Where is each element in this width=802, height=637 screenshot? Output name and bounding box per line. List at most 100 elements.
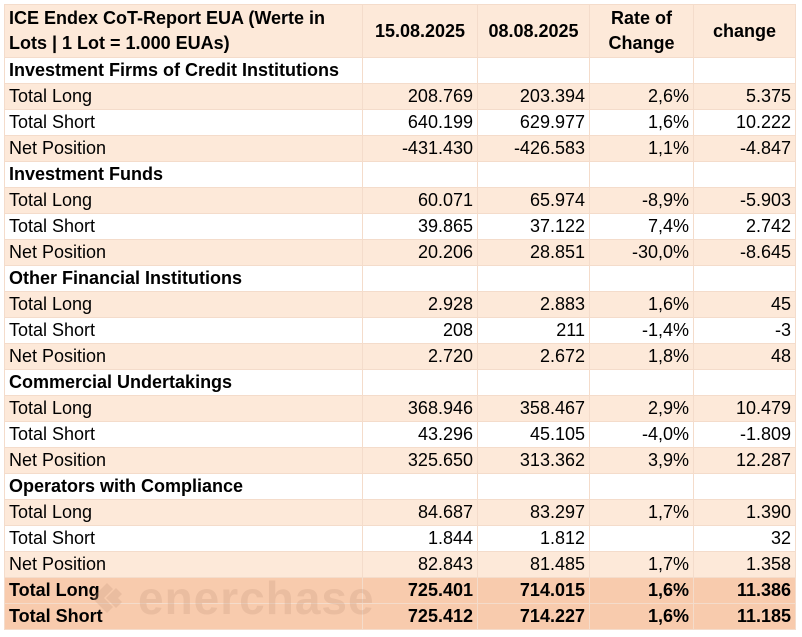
value-date1: 208.769 [362, 83, 478, 110]
empty-cell [589, 369, 694, 396]
value-date2: 203.394 [477, 83, 590, 110]
value-date1: 640.199 [362, 109, 478, 136]
empty-cell [589, 57, 694, 84]
rate-of-change: 2,6% [589, 83, 694, 110]
empty-cell [477, 57, 590, 84]
rate-of-change: 1,7% [589, 551, 694, 578]
value-date2: 65.974 [477, 187, 590, 214]
group-header-row: Commercial Undertakings [4, 369, 796, 396]
row-label: Total Short [4, 317, 363, 344]
empty-cell [693, 57, 796, 84]
group-header-row: Investment Funds [4, 161, 796, 188]
empty-cell [362, 57, 478, 84]
row-label: Total Short [4, 421, 363, 448]
rate-of-change: 1,8% [589, 343, 694, 370]
table-row: Total Long 60.071 65.974 -8,9% -5.903 [4, 187, 796, 214]
empty-cell [693, 161, 796, 188]
empty-cell [693, 369, 796, 396]
total-change: 11.386 [693, 577, 796, 604]
empty-cell [362, 265, 478, 292]
table-row: Total Long 368.946 358.467 2,9% 10.479 [4, 395, 796, 422]
change-value: 1.358 [693, 551, 796, 578]
value-date1: 43.296 [362, 421, 478, 448]
value-date1: 20.206 [362, 239, 478, 266]
group-name: Other Financial Institutions [4, 265, 363, 292]
row-label: Total Long [4, 499, 363, 526]
value-date2: 2.883 [477, 291, 590, 318]
empty-cell [693, 473, 796, 500]
empty-cell [589, 473, 694, 500]
rate-of-change: 1,6% [589, 109, 694, 136]
table-header: ICE Endex CoT-Report EUA (Werte in Lots … [4, 4, 796, 58]
table-row: Total Short 208 211 -1,4% -3 [4, 317, 796, 344]
value-date2: 358.467 [477, 395, 590, 422]
empty-cell [477, 369, 590, 396]
value-date2: 37.122 [477, 213, 590, 240]
value-date1: 2.720 [362, 343, 478, 370]
change-value: 10.479 [693, 395, 796, 422]
group-header-row: Other Financial Institutions [4, 265, 796, 292]
group-header-row: Operators with Compliance [4, 473, 796, 500]
rate-of-change: -1,4% [589, 317, 694, 344]
group-name: Investment Funds [4, 161, 363, 188]
group-name: Operators with Compliance [4, 473, 363, 500]
table-row: Net Position -431.430 -426.583 1,1% -4.847 [4, 135, 796, 162]
value-date2: 45.105 [477, 421, 590, 448]
row-label: Net Position [4, 447, 363, 474]
total-date1: 725.412 [362, 603, 478, 630]
total-label: Total Long [4, 577, 363, 604]
column-header-change: change [693, 4, 796, 58]
value-date2: 629.977 [477, 109, 590, 136]
row-label: Net Position [4, 343, 363, 370]
table-row: Net Position 82.843 81.485 1,7% 1.358 [4, 551, 796, 578]
row-label: Total Short [4, 109, 363, 136]
rate-of-change: 1,6% [589, 291, 694, 318]
change-value: -4.847 [693, 135, 796, 162]
rate-of-change: -8,9% [589, 187, 694, 214]
group-name: Commercial Undertakings [4, 369, 363, 396]
table-row: Total Short 1.844 1.812 32 [4, 525, 796, 552]
rate-of-change [589, 525, 694, 552]
value-date2: 28.851 [477, 239, 590, 266]
change-value: -5.903 [693, 187, 796, 214]
group-header-row: Investment Firms of Credit Institutions [4, 57, 796, 84]
row-label: Total Long [4, 395, 363, 422]
table-row: Net Position 2.720 2.672 1,8% 48 [4, 343, 796, 370]
value-date1: 82.843 [362, 551, 478, 578]
value-date1: 60.071 [362, 187, 478, 214]
value-date1: 39.865 [362, 213, 478, 240]
value-date1: 84.687 [362, 499, 478, 526]
total-row: Total Short 725.412 714.227 1,6% 11.185 [4, 603, 796, 630]
row-label: Net Position [4, 551, 363, 578]
change-value: 48 [693, 343, 796, 370]
value-date1: 208 [362, 317, 478, 344]
value-date2: 81.485 [477, 551, 590, 578]
column-header-date2: 08.08.2025 [477, 4, 590, 58]
value-date1: 368.946 [362, 395, 478, 422]
table-body: Investment Firms of Credit Institutions T… [4, 57, 796, 630]
table-row: Total Long 84.687 83.297 1,7% 1.390 [4, 499, 796, 526]
value-date2: 1.812 [477, 525, 590, 552]
value-date1: -431.430 [362, 135, 478, 162]
empty-cell [477, 161, 590, 188]
change-value: 2.742 [693, 213, 796, 240]
value-date2: -426.583 [477, 135, 590, 162]
row-label: Total Short [4, 213, 363, 240]
change-value: 1.390 [693, 499, 796, 526]
change-value: 5.375 [693, 83, 796, 110]
total-row: Total Long 725.401 714.015 1,6% 11.386 [4, 577, 796, 604]
row-label: Net Position [4, 135, 363, 162]
table-row: Net Position 325.650 313.362 3,9% 12.287 [4, 447, 796, 474]
value-date1: 2.928 [362, 291, 478, 318]
row-label: Total Short [4, 525, 363, 552]
total-rate: 1,6% [589, 577, 694, 604]
empty-cell [362, 161, 478, 188]
empty-cell [477, 265, 590, 292]
rate-of-change: 3,9% [589, 447, 694, 474]
total-label: Total Short [4, 603, 363, 630]
table-row: Total Long 2.928 2.883 1,6% 45 [4, 291, 796, 318]
rate-of-change: 1,1% [589, 135, 694, 162]
value-date1: 325.650 [362, 447, 478, 474]
empty-cell [693, 265, 796, 292]
table-row: Total Short 43.296 45.105 -4,0% -1.809 [4, 421, 796, 448]
